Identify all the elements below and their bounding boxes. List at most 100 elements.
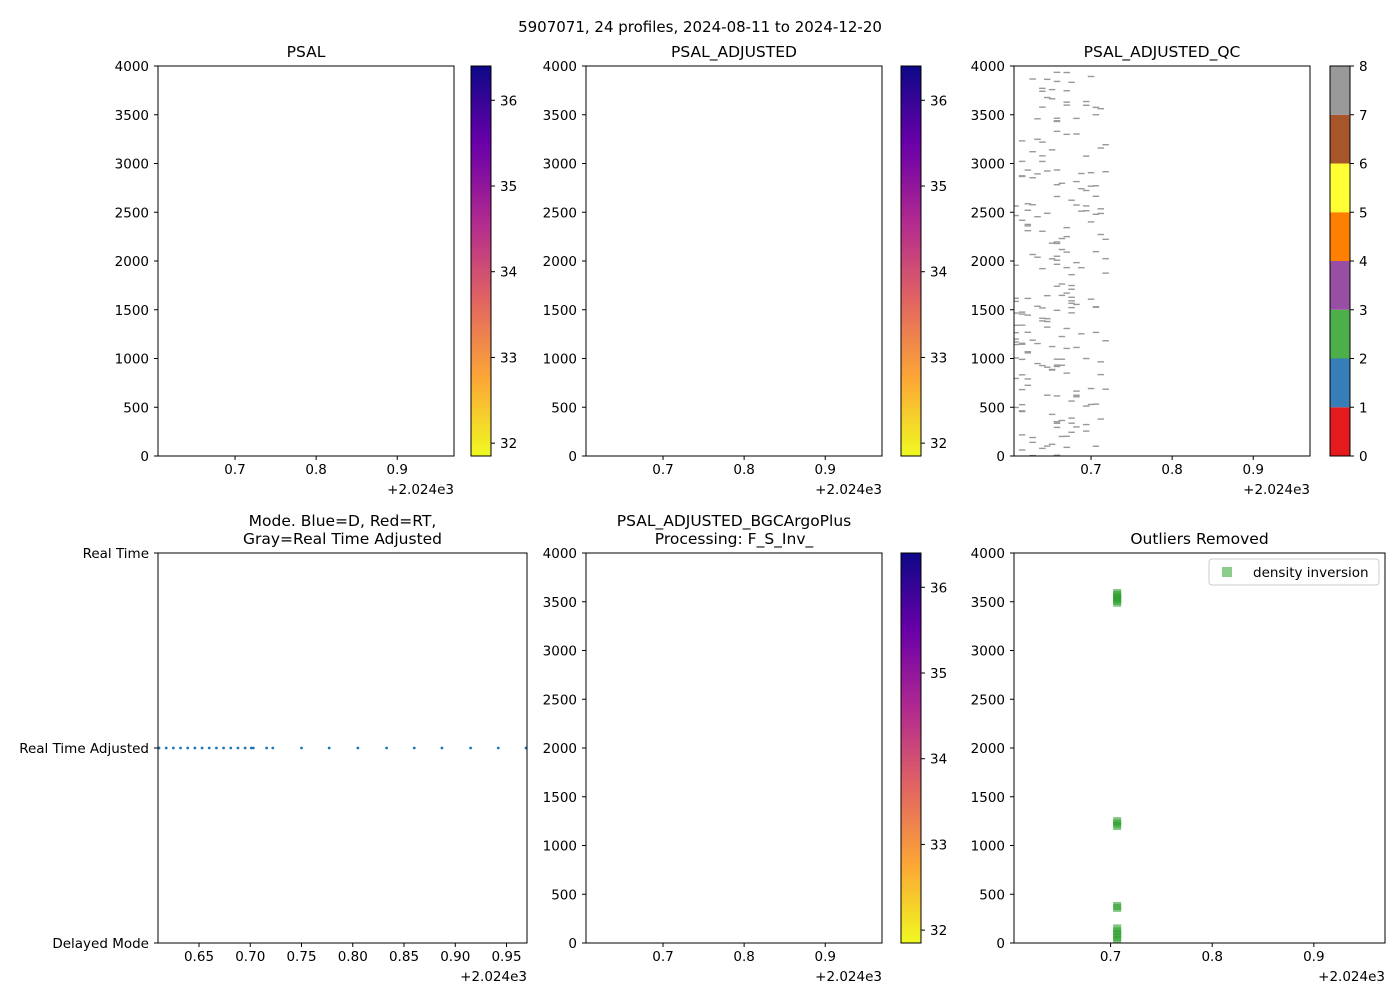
qc-speckle <box>1097 212 1105 215</box>
qc-speckle <box>1058 294 1066 297</box>
qc-speckle <box>1048 88 1056 91</box>
qc-speckle <box>1073 346 1080 349</box>
colorbar-tick-label: 33 <box>500 350 517 366</box>
y-tick-label: 3500 <box>115 108 149 124</box>
qc-speckle <box>1102 144 1109 146</box>
qc-speckle <box>1092 195 1100 197</box>
x-tick-label: 0.8 <box>733 949 754 965</box>
x-tick-label: 0.8 <box>733 462 754 478</box>
qc-speckle <box>1063 347 1070 350</box>
qc-speckle <box>1073 133 1080 135</box>
x-tick-label: 0.7 <box>1080 462 1101 478</box>
mode-point <box>524 746 527 750</box>
qc-speckle <box>1053 195 1061 198</box>
legend-label: density inversion <box>1253 565 1369 581</box>
qc-speckle <box>1073 396 1080 398</box>
qc-speckle <box>1068 312 1075 314</box>
qc-speckle <box>1044 317 1051 320</box>
qc-speckle <box>1068 284 1075 287</box>
qc-speckle <box>1034 118 1041 120</box>
x-tick-label: 0.9 <box>1303 949 1324 965</box>
y-tick-label: 2000 <box>971 254 1005 270</box>
qc-speckle <box>1029 177 1036 179</box>
colorbar-tick-label: 32 <box>500 436 517 452</box>
x-tick-label: 0.9 <box>386 462 407 478</box>
qc-speckle <box>1068 273 1075 276</box>
qc-speckle <box>1097 233 1105 236</box>
qc-speckle <box>1044 445 1051 447</box>
qc-speckle <box>1018 410 1026 413</box>
colorbar-tick-label: 1 <box>1359 400 1368 416</box>
mode-point <box>249 746 253 750</box>
qc-speckle <box>1018 175 1026 178</box>
y-tick-label: 2000 <box>543 741 577 757</box>
colorbar-tick-label: 32 <box>930 923 947 939</box>
outlier-point <box>1113 901 1122 910</box>
colorbar-tick-label: 35 <box>500 179 517 195</box>
qc-speckle <box>1068 300 1075 302</box>
colorbar-tick-label: 2 <box>1359 352 1368 368</box>
qc-speckle <box>1053 426 1061 429</box>
qc-speckle <box>1029 204 1036 206</box>
qc-speckle <box>1044 294 1051 297</box>
panel-psal_adjusted: PSAL_ADJUSTED 0.7 0.8 0.9 +2.024e3 0 500 1000 15… <box>543 43 948 498</box>
y-tick-label: 1000 <box>115 352 149 368</box>
qc-speckle <box>1024 203 1032 205</box>
x-offset-label: +2.024e3 <box>387 482 454 498</box>
qc-speckle <box>1063 235 1070 238</box>
qc-speckle <box>1048 258 1056 260</box>
qc-speckle <box>1053 71 1061 74</box>
mode-point <box>207 746 211 750</box>
qc-speckle <box>1087 298 1095 300</box>
mode-point <box>469 746 473 750</box>
qc-speckle <box>1039 307 1046 309</box>
x-tick-label: 0.80 <box>338 949 368 965</box>
qc-speckle <box>1063 133 1070 136</box>
x-tick-label: 0.8 <box>305 462 326 478</box>
x-offset-label: +2.024e3 <box>1243 482 1310 498</box>
qc-speckle <box>1058 335 1066 338</box>
y-tick-label: 1500 <box>971 303 1005 319</box>
qc-speckle <box>1024 384 1032 387</box>
qc-speckle <box>1014 205 1019 207</box>
y-tick-label: 1000 <box>543 839 577 855</box>
qc-speckle <box>1073 261 1080 264</box>
x-tick-label: 0.7 <box>224 462 245 478</box>
qc-speckle <box>1058 237 1066 240</box>
qc-speckle <box>1018 219 1026 221</box>
qc-speckle <box>1092 114 1100 116</box>
qc-speckle <box>1039 320 1046 322</box>
mode-point <box>186 746 190 750</box>
colorbar-tick-label: 34 <box>930 752 947 768</box>
colorbar-tick-label: 35 <box>930 179 947 195</box>
mode-point <box>215 746 218 750</box>
qc-speckle <box>1063 104 1070 106</box>
x-tick-label: 0.7 <box>652 949 673 965</box>
colorbar-tick-label: 34 <box>500 265 517 281</box>
x-offset-label: +2.024e3 <box>815 482 882 498</box>
colorbar-tick-label: 35 <box>930 666 947 682</box>
panel-title-line: Gray=Real Time Adjusted <box>243 530 442 548</box>
qc-speckle <box>1073 180 1080 183</box>
x-tick-label: 0.7 <box>652 462 673 478</box>
qc-speckle <box>1034 305 1041 307</box>
y-tick-label: 4000 <box>971 546 1005 562</box>
qc-speckle <box>1039 267 1046 270</box>
qc-speckle <box>1018 311 1026 313</box>
x-tick-label: 0.7 <box>1100 949 1121 965</box>
qc-speckle <box>1102 388 1109 390</box>
colorbar-tick-label: 34 <box>930 265 947 281</box>
mode-point <box>158 746 161 750</box>
figure-suptitle: 5907071, 24 profiles, 2024-08-11 to 2024… <box>518 18 882 36</box>
y-tick-label: 1500 <box>971 790 1005 806</box>
qc-speckle <box>1024 378 1032 380</box>
qc-speckle <box>1014 343 1019 346</box>
qc-speckle <box>1053 80 1061 83</box>
qc-speckle <box>1102 340 1109 342</box>
qc-speckle <box>1073 303 1080 306</box>
qc-speckle <box>1053 364 1061 366</box>
qc-speckle <box>1082 205 1090 207</box>
qc-speckle <box>1014 214 1019 217</box>
